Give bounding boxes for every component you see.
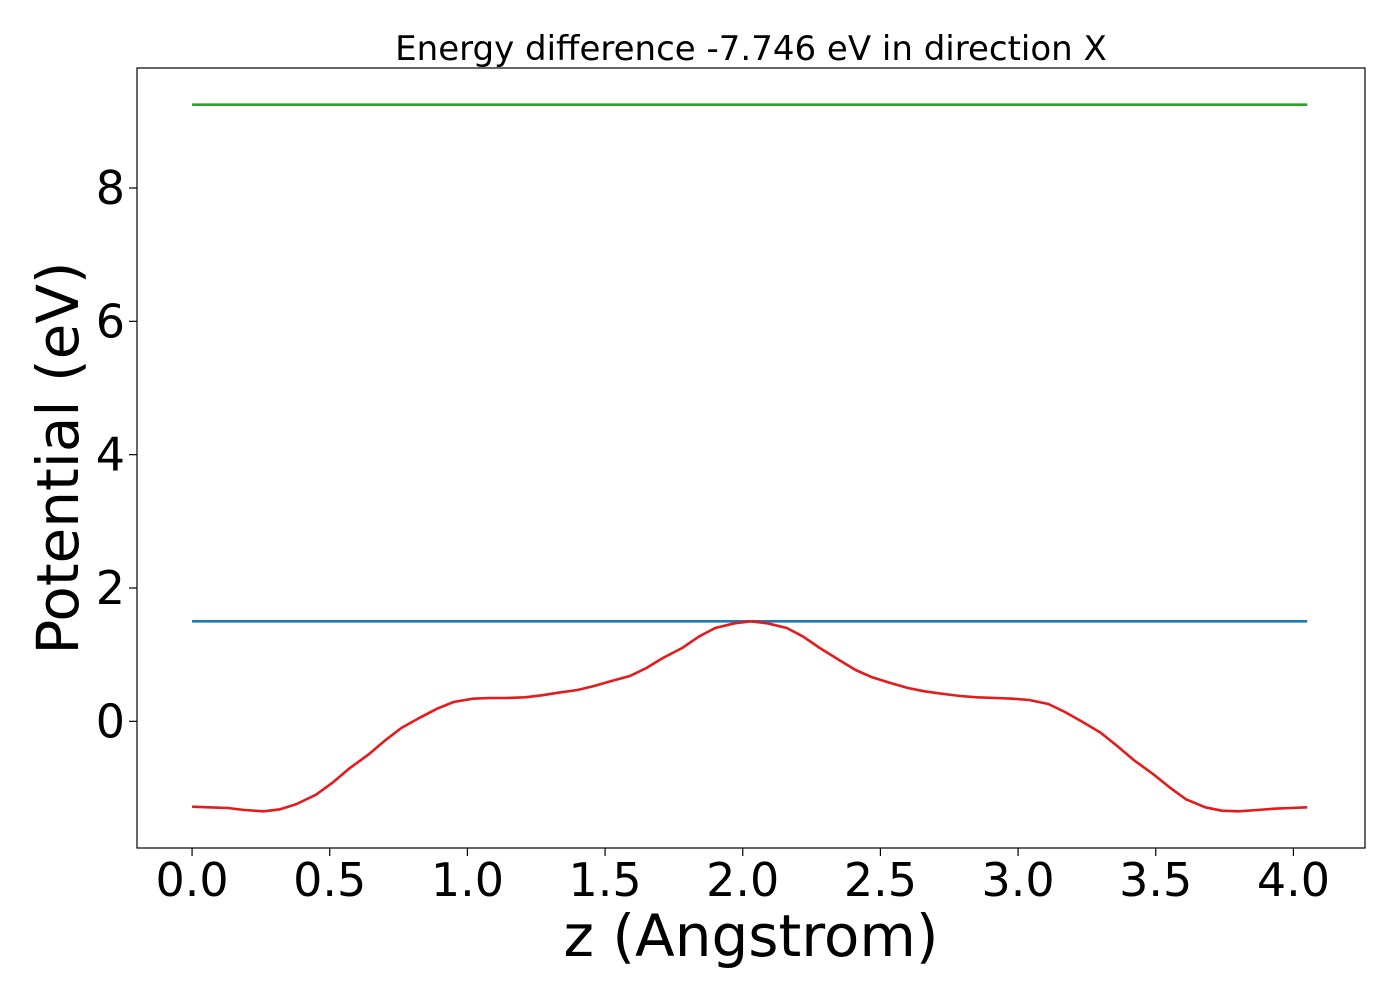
y-tick-label: 4	[96, 428, 125, 482]
x-tick-label: 3.0	[981, 853, 1054, 907]
x-tick-label: 2.0	[706, 853, 779, 907]
x-tick-label: 3.5	[1119, 853, 1192, 907]
x-tick-label: 2.5	[844, 853, 917, 907]
x-tick-label: 0.0	[155, 853, 228, 907]
y-axis: 0 2 4 6 8	[96, 161, 137, 748]
y-tick-label: 6	[96, 294, 125, 348]
y-tick-label: 2	[96, 561, 125, 615]
series-line-2	[192, 619, 1308, 813]
series-layer	[192, 103, 1308, 813]
x-tick-label: 1.5	[568, 853, 641, 907]
x-axis: 0.0 0.5 1.0 1.5 2.0 2.5 3.0 3.5 4.0	[155, 848, 1330, 907]
x-tick-label: 1.0	[431, 853, 504, 907]
y-axis-label: Potential (eV)	[24, 261, 92, 654]
x-axis-label: z (Angstrom)	[564, 902, 939, 970]
y-tick-label: 8	[96, 161, 125, 215]
plot-frame	[136, 67, 1366, 849]
plot-background	[137, 68, 1365, 848]
x-tick-label: 0.5	[293, 853, 366, 907]
y-tick-label: 0	[96, 694, 125, 748]
x-tick-label: 4.0	[1257, 853, 1330, 907]
chart-title: Energy difference -7.746 eV in direction…	[395, 29, 1107, 69]
